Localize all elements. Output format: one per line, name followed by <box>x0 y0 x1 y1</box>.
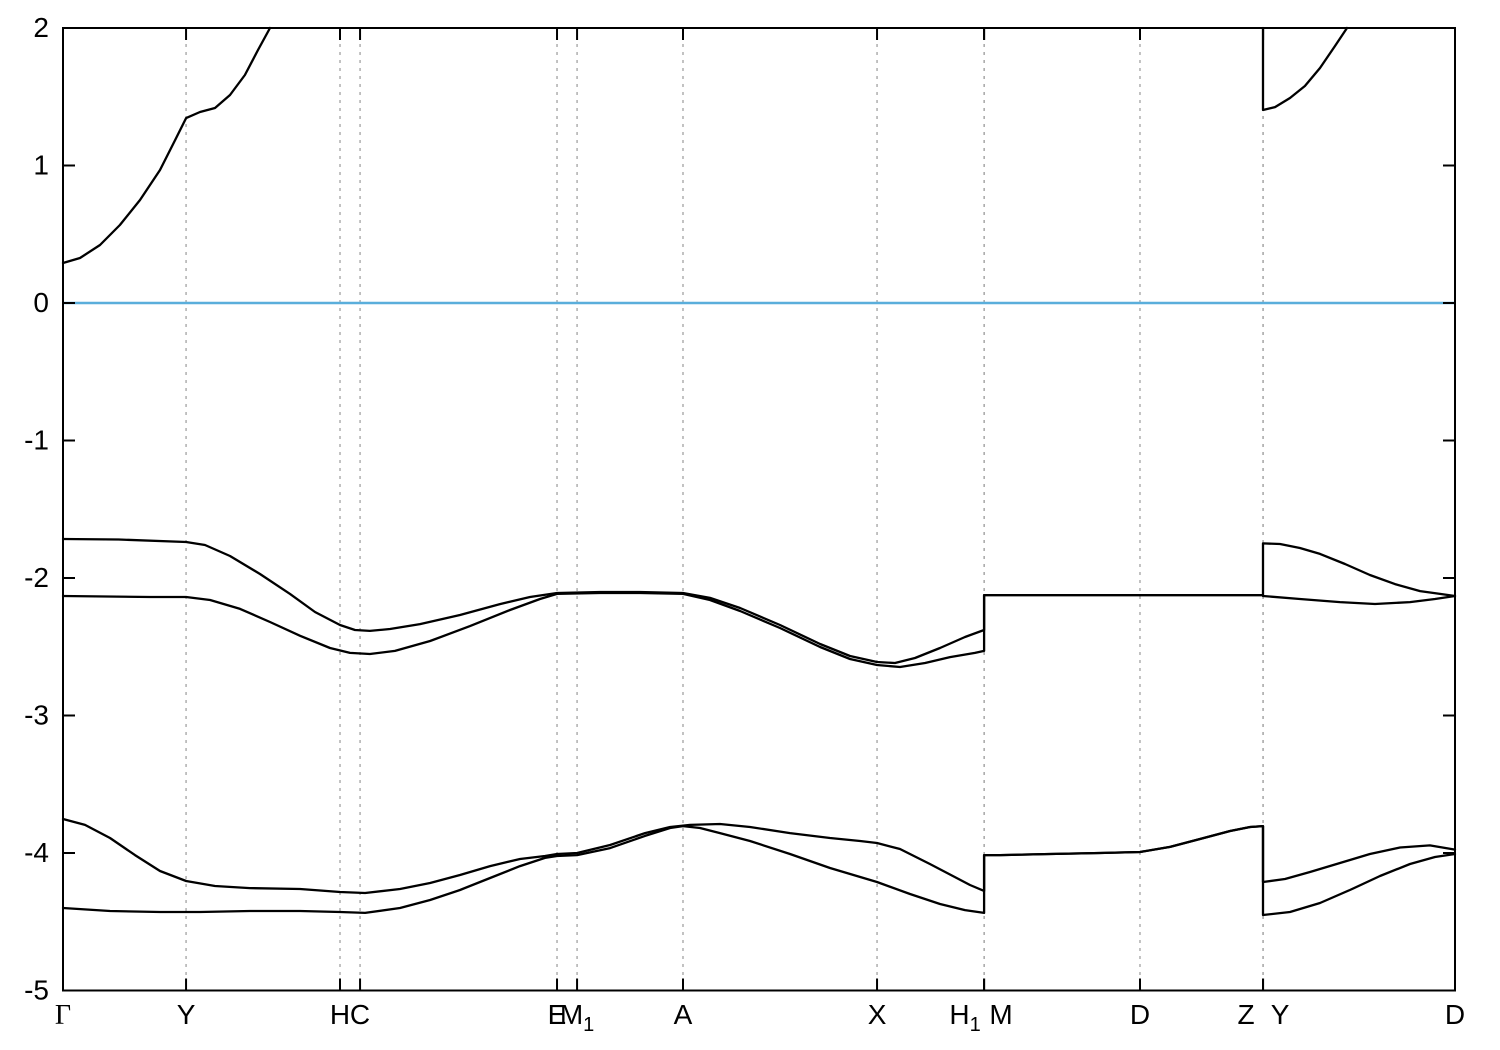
y-tick-label: -2 <box>24 562 49 593</box>
y-tick-label: -1 <box>24 425 49 456</box>
y-tick-label: 0 <box>33 287 49 318</box>
x-tick-label: D <box>1445 999 1465 1030</box>
x-tick-label: X <box>868 999 887 1030</box>
y-tick-label: -5 <box>24 975 49 1006</box>
x-tick-label: E <box>548 999 567 1030</box>
band-2 <box>61 537 1457 665</box>
band-5 <box>61 824 1457 917</box>
y-tick-label: -3 <box>24 700 49 731</box>
x-tick-label: Y <box>177 999 196 1030</box>
x-tick-label: Z <box>1237 999 1254 1030</box>
band-1-conduction <box>1261 26 1349 112</box>
x-tick-label: M1 <box>560 999 594 1036</box>
band-4 <box>61 817 1457 895</box>
x-tick-label: C <box>350 999 370 1030</box>
x-tick-label: H <box>330 999 350 1030</box>
x-tick-label: D <box>1130 999 1150 1030</box>
x-tick-label: Γ <box>55 1000 71 1031</box>
band-1-conduction <box>61 26 272 265</box>
x-tick-label: Y <box>1271 999 1290 1030</box>
y-tick-label: -4 <box>24 837 49 868</box>
y-tick-label: 1 <box>33 150 49 181</box>
x-tick-label: M <box>989 999 1012 1030</box>
band-3 <box>61 591 1457 669</box>
plot-border <box>62 27 1456 992</box>
y-tick-label: 2 <box>33 12 49 43</box>
x-tick-label: H1 <box>949 999 980 1036</box>
x-tick-label: A <box>674 999 693 1030</box>
